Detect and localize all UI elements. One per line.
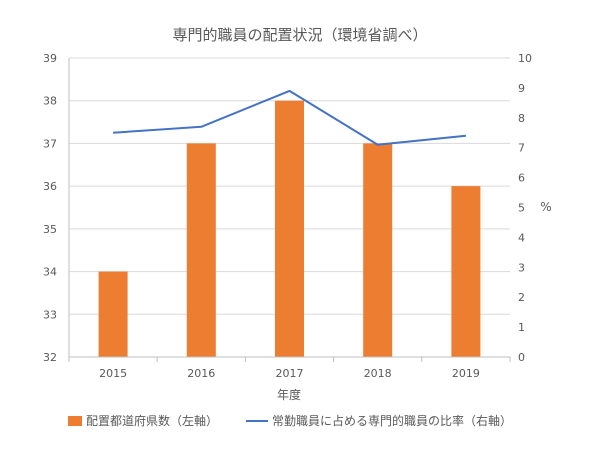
legend: 配置都道府県数（左軸） 常勤職員に占める専門的職員の比率（右軸） (68, 413, 512, 428)
x-tick-label: 2017 (276, 367, 304, 380)
bar (451, 186, 481, 357)
legend-swatch-bar (68, 416, 82, 426)
x-tick-label: 2018 (364, 367, 392, 380)
left-tick-label: 35 (43, 223, 57, 236)
chart-title: 専門的職員の配置状況（環境省調べ） (172, 26, 427, 44)
right-tick-label: 10 (518, 52, 532, 65)
left-tick-label: 39 (43, 52, 57, 65)
left-tick-label: 37 (43, 137, 57, 150)
right-tick-label: 0 (518, 351, 525, 364)
right-axis-ticks: 0 1 2 3 4 5 6 7 8 9 10 (518, 52, 532, 364)
right-tick-label: 7 (518, 142, 525, 155)
series-line (113, 89, 467, 146)
bar (275, 100, 304, 357)
right-tick-label: 8 (518, 112, 525, 125)
legend-label-line: 常勤職員に占める専門的職員の比率（右軸） (272, 413, 512, 428)
right-tick-label: 4 (518, 231, 525, 244)
right-tick-label: 1 (518, 321, 525, 334)
bar (363, 143, 393, 357)
x-tick-label: 2019 (452, 367, 480, 380)
left-tick-label: 32 (43, 351, 57, 364)
axes (68, 58, 511, 362)
left-axis-ticks: 32 33 34 35 36 37 38 39 (43, 52, 57, 364)
left-tick-label: 33 (43, 308, 57, 321)
right-tick-label: 3 (518, 261, 525, 274)
left-tick-label: 38 (43, 95, 57, 108)
right-tick-label: 9 (518, 82, 525, 95)
x-axis-ticks: 2015 2016 2017 2018 2019 (99, 367, 480, 380)
right-tick-label: 6 (518, 172, 525, 185)
bar (186, 143, 216, 357)
x-tick-label: 2015 (99, 367, 127, 380)
left-tick-label: 36 (43, 180, 57, 193)
right-axis-label: % (540, 200, 551, 214)
right-tick-label: 5 (518, 202, 525, 215)
line-series (113, 89, 467, 146)
x-axis-label: 年度 (277, 387, 301, 402)
bar-series (98, 100, 481, 357)
bar (98, 271, 128, 357)
left-tick-label: 34 (43, 266, 57, 279)
x-tick-label: 2016 (187, 367, 215, 380)
legend-label-bar: 配置都道府県数（左軸） (86, 413, 218, 428)
right-tick-label: 2 (518, 291, 525, 304)
